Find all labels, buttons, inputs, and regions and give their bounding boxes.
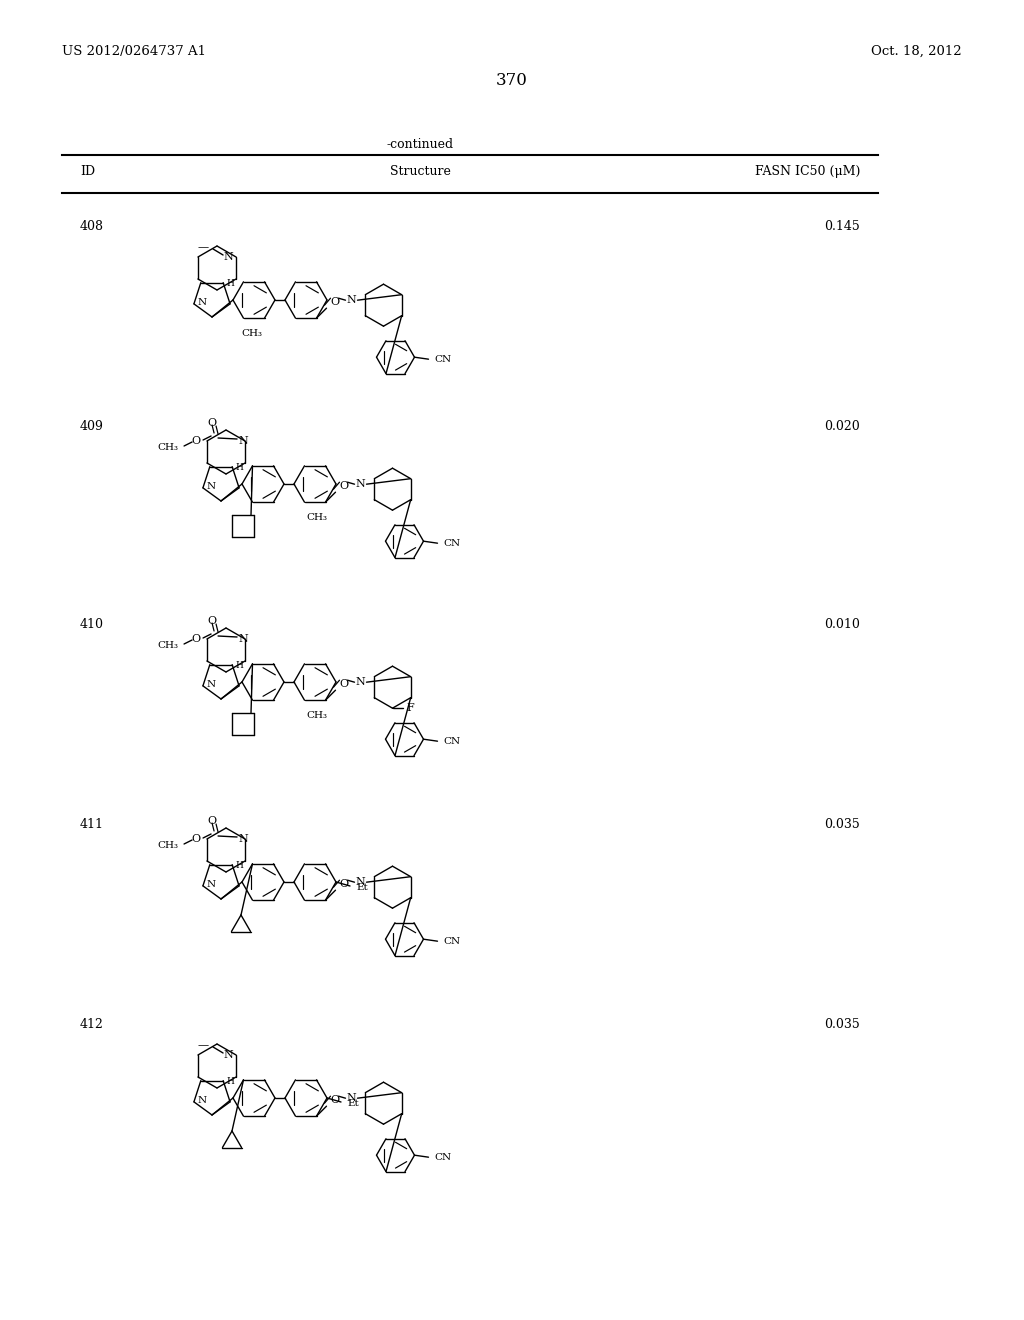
Text: N: N — [207, 680, 216, 689]
Text: O: O — [191, 436, 201, 446]
Text: O: O — [208, 418, 217, 428]
Text: 0.020: 0.020 — [824, 420, 860, 433]
Text: O: O — [208, 616, 217, 626]
Text: N: N — [347, 296, 356, 305]
Text: 0.145: 0.145 — [824, 220, 860, 234]
Text: O: O — [208, 816, 217, 826]
Text: 0.010: 0.010 — [824, 618, 860, 631]
Text: 408: 408 — [80, 220, 104, 234]
Text: N: N — [207, 880, 216, 890]
Text: N: N — [207, 482, 216, 491]
Text: O: O — [330, 1096, 339, 1105]
Text: 0.035: 0.035 — [824, 818, 860, 832]
Text: H: H — [226, 1077, 234, 1086]
Text: CH₃: CH₃ — [157, 640, 178, 649]
Text: 0.035: 0.035 — [824, 1018, 860, 1031]
Text: CH₃: CH₃ — [242, 329, 262, 338]
Text: CH₃: CH₃ — [306, 710, 328, 719]
Text: N: N — [198, 298, 207, 308]
Text: O: O — [339, 879, 348, 890]
Text: O: O — [191, 834, 201, 843]
Text: 411: 411 — [80, 818, 104, 832]
Text: 370: 370 — [496, 73, 528, 88]
Text: US 2012/0264737 A1: US 2012/0264737 A1 — [62, 45, 206, 58]
Text: F: F — [407, 704, 415, 713]
Text: Structure: Structure — [389, 165, 451, 178]
Text: Et: Et — [356, 883, 368, 891]
Text: CN: CN — [434, 355, 452, 364]
Text: O: O — [339, 482, 348, 491]
Text: O: O — [330, 297, 339, 308]
Text: H: H — [236, 861, 243, 870]
Text: CN: CN — [434, 1152, 452, 1162]
Text: CH₃: CH₃ — [157, 841, 178, 850]
Text: N: N — [239, 634, 248, 644]
Text: N: N — [347, 1093, 356, 1104]
Text: H: H — [226, 279, 234, 288]
Text: CH₃: CH₃ — [157, 442, 178, 451]
Text: Oct. 18, 2012: Oct. 18, 2012 — [871, 45, 962, 58]
Text: N: N — [355, 677, 366, 688]
Text: N: N — [239, 436, 248, 446]
Text: N: N — [198, 1097, 207, 1105]
Text: CH₃: CH₃ — [306, 512, 328, 521]
Text: CN: CN — [443, 937, 461, 945]
Text: ID: ID — [80, 165, 95, 178]
Text: H: H — [236, 661, 243, 671]
Text: 409: 409 — [80, 420, 103, 433]
Text: H: H — [236, 463, 243, 473]
Text: N: N — [223, 252, 232, 261]
Text: CN: CN — [443, 737, 461, 746]
Text: N: N — [355, 479, 366, 490]
Text: Et: Et — [347, 1098, 358, 1107]
Text: O: O — [339, 680, 348, 689]
Text: O: O — [191, 634, 201, 644]
Text: 412: 412 — [80, 1018, 103, 1031]
Text: -continued: -continued — [386, 139, 454, 150]
Text: N: N — [239, 834, 248, 843]
Text: CN: CN — [443, 539, 461, 548]
Text: N: N — [223, 1049, 232, 1060]
Text: N: N — [355, 878, 366, 887]
Text: 410: 410 — [80, 618, 104, 631]
Text: —: — — [198, 242, 209, 252]
Text: FASN IC50 (μM): FASN IC50 (μM) — [755, 165, 860, 178]
Text: —: — — [198, 1040, 209, 1049]
